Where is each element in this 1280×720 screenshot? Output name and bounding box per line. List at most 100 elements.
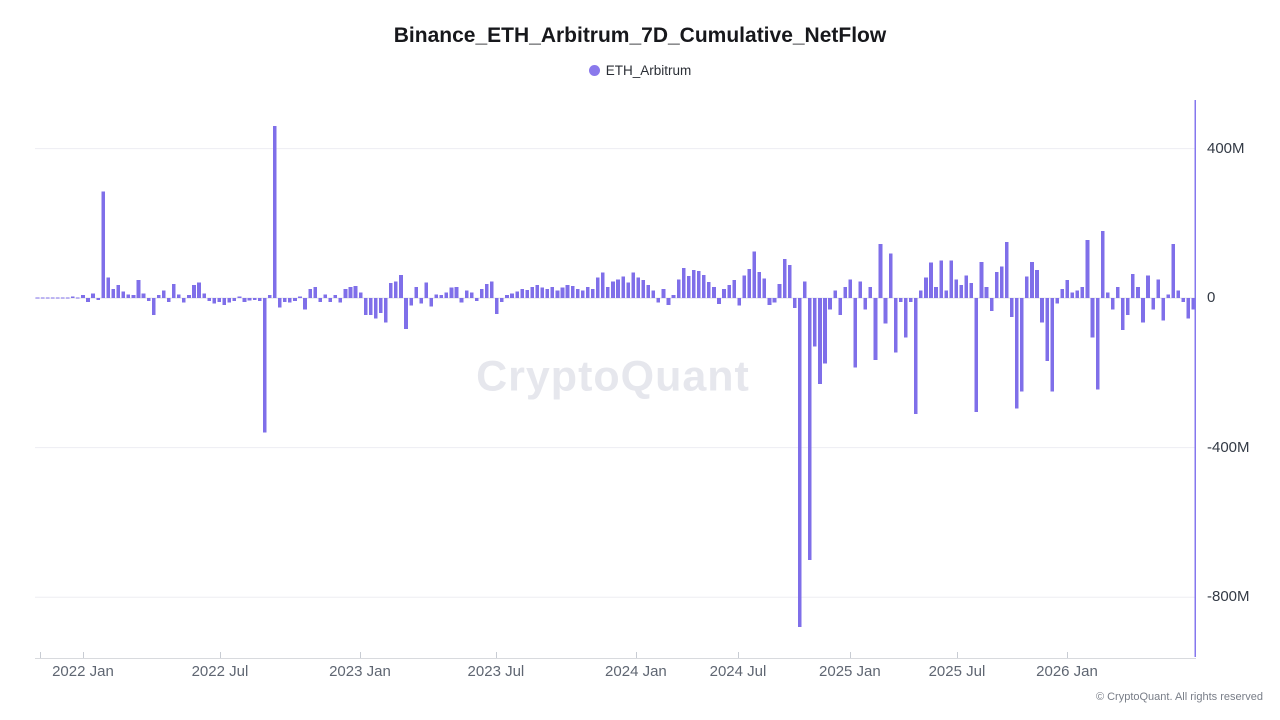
- netflow-bar[interactable]: [601, 272, 605, 299]
- netflow-bar[interactable]: [262, 298, 267, 433]
- netflow-bar-chart[interactable]: [35, 100, 1196, 657]
- netflow-bar[interactable]: [520, 288, 524, 299]
- netflow-bar[interactable]: [71, 296, 75, 299]
- netflow-bar[interactable]: [903, 298, 908, 338]
- netflow-bar[interactable]: [1020, 298, 1024, 392]
- netflow-bar[interactable]: [999, 266, 1004, 299]
- netflow-bar[interactable]: [1105, 292, 1110, 299]
- netflow-bar[interactable]: [177, 294, 181, 299]
- netflow-bar[interactable]: [575, 288, 580, 299]
- netflow-bar[interactable]: [570, 286, 575, 299]
- netflow-bar[interactable]: [298, 296, 302, 299]
- netflow-bar[interactable]: [419, 298, 423, 304]
- netflow-bar[interactable]: [414, 286, 418, 299]
- netflow-bar[interactable]: [651, 290, 656, 299]
- netflow-bar[interactable]: [394, 281, 398, 299]
- netflow-bar[interactable]: [989, 298, 994, 312]
- netflow-bar[interactable]: [818, 298, 822, 385]
- netflow-bar[interactable]: [691, 270, 696, 299]
- netflow-bar[interactable]: [308, 288, 312, 299]
- netflow-bar[interactable]: [1009, 298, 1014, 317]
- netflow-bar[interactable]: [267, 295, 272, 299]
- netflow-bar[interactable]: [45, 297, 50, 299]
- netflow-bar[interactable]: [303, 298, 307, 310]
- netflow-bar[interactable]: [1035, 270, 1039, 299]
- netflow-bar[interactable]: [1126, 298, 1130, 315]
- netflow-bar[interactable]: [737, 298, 741, 306]
- netflow-bar[interactable]: [40, 297, 45, 299]
- netflow-bar[interactable]: [924, 277, 928, 299]
- netflow-bar[interactable]: [1146, 275, 1150, 299]
- netflow-bar[interactable]: [656, 298, 661, 303]
- netflow-bar[interactable]: [888, 253, 893, 299]
- netflow-bar[interactable]: [590, 288, 595, 299]
- netflow-bar[interactable]: [792, 298, 797, 309]
- netflow-bar[interactable]: [1120, 298, 1125, 330]
- netflow-bar[interactable]: [1115, 286, 1120, 299]
- netflow-bar[interactable]: [585, 286, 590, 299]
- netflow-bar[interactable]: [197, 282, 201, 299]
- netflow-bar[interactable]: [646, 285, 651, 299]
- netflow-bar[interactable]: [60, 297, 65, 299]
- netflow-bar[interactable]: [919, 290, 923, 299]
- netflow-bar[interactable]: [283, 298, 287, 302]
- netflow-bar[interactable]: [1045, 298, 1049, 361]
- netflow-bar[interactable]: [449, 287, 454, 299]
- netflow-bar[interactable]: [732, 280, 736, 299]
- netflow-bar[interactable]: [50, 297, 55, 299]
- netflow-bar[interactable]: [1186, 298, 1191, 319]
- netflow-bar[interactable]: [580, 290, 585, 299]
- netflow-bar[interactable]: [404, 298, 408, 329]
- netflow-bar[interactable]: [1110, 298, 1115, 310]
- netflow-bar[interactable]: [535, 285, 540, 299]
- netflow-bar[interactable]: [459, 298, 464, 303]
- netflow-bar[interactable]: [979, 261, 984, 299]
- netflow-bar[interactable]: [853, 298, 858, 368]
- netflow-bar[interactable]: [949, 260, 953, 299]
- netflow-bar[interactable]: [1090, 298, 1095, 338]
- netflow-bar[interactable]: [908, 298, 913, 302]
- netflow-bar[interactable]: [192, 285, 196, 299]
- netflow-bar[interactable]: [156, 295, 161, 299]
- netflow-bar[interactable]: [358, 292, 363, 299]
- netflow-bar[interactable]: [116, 285, 121, 299]
- netflow-bar[interactable]: [318, 298, 323, 302]
- netflow-bar[interactable]: [984, 286, 989, 299]
- netflow-bar[interactable]: [161, 290, 166, 299]
- netflow-bar[interactable]: [166, 298, 171, 302]
- netflow-bar[interactable]: [232, 298, 237, 302]
- netflow-bar[interactable]: [252, 298, 257, 300]
- netflow-bar[interactable]: [974, 298, 979, 413]
- netflow-bar[interactable]: [626, 282, 630, 299]
- plot-area[interactable]: [35, 100, 1196, 657]
- netflow-bar[interactable]: [964, 275, 969, 299]
- netflow-bar[interactable]: [863, 298, 868, 310]
- netflow-bar[interactable]: [661, 288, 666, 299]
- netflow-bar[interactable]: [565, 285, 570, 299]
- netflow-bar[interactable]: [409, 298, 413, 306]
- netflow-bar[interactable]: [762, 278, 767, 299]
- netflow-bar[interactable]: [389, 283, 393, 299]
- netflow-bar[interactable]: [868, 286, 873, 299]
- netflow-bar[interactable]: [954, 279, 959, 299]
- netflow-bar[interactable]: [596, 277, 600, 299]
- netflow-bar[interactable]: [530, 286, 535, 299]
- netflow-bar[interactable]: [272, 126, 277, 299]
- netflow-bar[interactable]: [616, 279, 620, 299]
- netflow-bar[interactable]: [1075, 290, 1080, 299]
- netflow-bar[interactable]: [878, 243, 883, 299]
- netflow-bar[interactable]: [545, 288, 550, 299]
- netflow-bar[interactable]: [550, 286, 555, 299]
- netflow-bar[interactable]: [717, 298, 721, 305]
- netflow-bar[interactable]: [1055, 298, 1059, 304]
- netflow-bar[interactable]: [813, 298, 817, 347]
- netflow-bar[interactable]: [368, 298, 373, 315]
- netflow-bar[interactable]: [707, 282, 711, 299]
- netflow-bar[interactable]: [479, 288, 484, 299]
- netflow-bar[interactable]: [959, 285, 964, 299]
- netflow-bar[interactable]: [525, 289, 529, 299]
- netflow-bar[interactable]: [101, 191, 105, 299]
- netflow-bar[interactable]: [91, 293, 95, 299]
- netflow-bar[interactable]: [378, 298, 383, 314]
- netflow-bar[interactable]: [202, 293, 206, 299]
